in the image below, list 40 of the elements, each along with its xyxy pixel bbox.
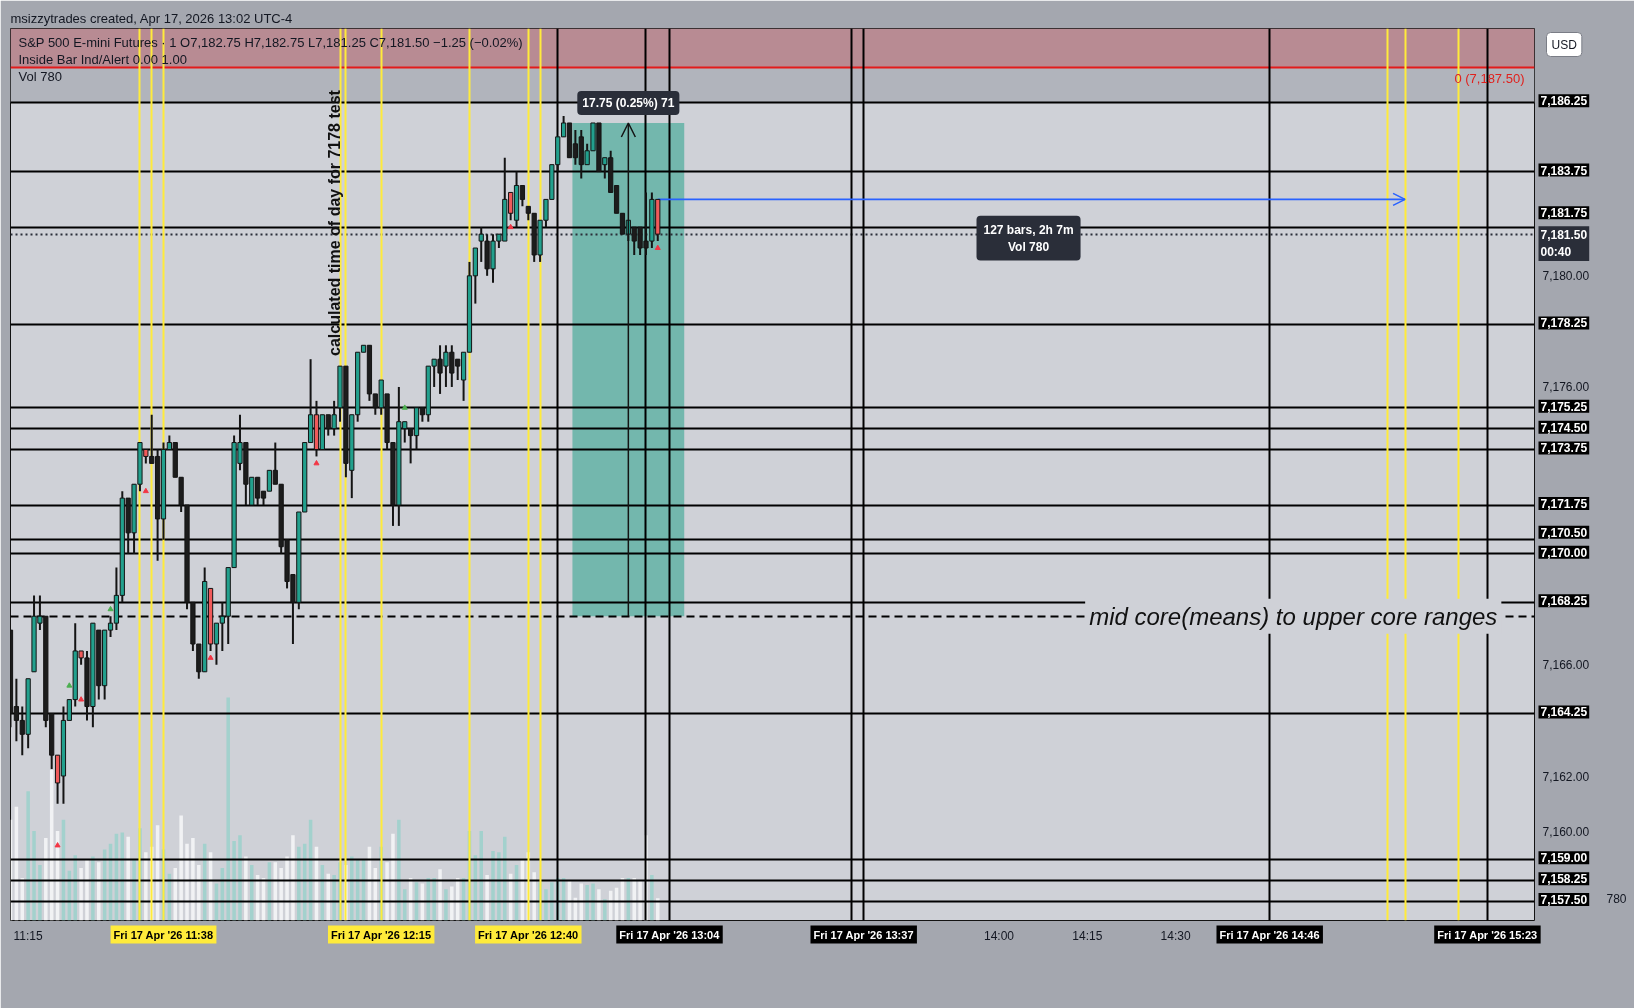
- y-tick-label: 7,162.00: [1542, 769, 1590, 784]
- ref-line-label: Fri 17 Apr '26 12:15: [330, 928, 432, 941]
- x-tick-label: 14:30: [1160, 928, 1191, 943]
- data-label: 17.75 (0.25%) 71: [582, 95, 675, 110]
- ref-line-label: 7,173.75: [1540, 441, 1588, 456]
- ref-line-label: 7,181.75: [1540, 206, 1588, 221]
- ref-line-label: 7,171.75: [1540, 497, 1588, 512]
- ref-line-label: Fri 17 Apr '26 12:40: [478, 928, 579, 941]
- y-tick-label: 7,176.00: [1542, 380, 1590, 395]
- ref-line-label: 7,170.00: [1540, 545, 1588, 560]
- ref-line-label: 7,158.25: [1540, 872, 1588, 887]
- x-tick-label: 11:15: [13, 928, 44, 943]
- ref-line-label: 7,183.75: [1540, 163, 1588, 178]
- annotation: calculated time of day for 7178 test: [325, 89, 343, 356]
- ref-line-label: Fri 17 Apr '26 13:37: [813, 928, 914, 941]
- annotation: 127 bars, 2h 7m Vol 780: [983, 222, 1074, 254]
- ref-line-label: 7,178.25: [1540, 316, 1588, 331]
- ref-line-label: 7,175.25: [1540, 399, 1588, 414]
- y-tick-label: 7,180.00: [1542, 269, 1590, 284]
- ref-line-label: Fri 17 Apr '26 13:04: [619, 928, 721, 941]
- ref-line-label: 7,159.00: [1540, 851, 1588, 866]
- annotation: mid core(means) to upper core ranges: [1089, 602, 1498, 630]
- text: USD: [1551, 37, 1578, 52]
- ref-line-label: Fri 17 Apr '26 15:23: [1437, 928, 1538, 941]
- ref-line-label: Fri 17 Apr '26 11:38: [113, 928, 214, 941]
- ref-line-label: 7,174.50: [1540, 420, 1588, 435]
- y-tick-label: 7,166.00: [1542, 658, 1590, 673]
- ref-line-label: 7,181.50 00:40: [1540, 228, 1588, 259]
- ref-line-label: Fri 17 Apr '26 14:46: [1219, 928, 1320, 941]
- ref-line-label: 7,168.25: [1540, 594, 1588, 609]
- ref-line-label: 7,157.50: [1540, 893, 1588, 908]
- ref-line-label: 7,186.25: [1540, 94, 1588, 109]
- x-tick-label: 14:00: [984, 928, 1015, 943]
- annotation: Vol 780: [18, 69, 62, 84]
- x-tick-label: 14:15: [1072, 928, 1103, 943]
- text: msizzytrades created, Apr 17, 2026 13:02 UTC-4: [10, 10, 293, 26]
- ref-line-label: 7,164.25: [1540, 705, 1588, 720]
- ref-line-label: 7,170.50: [1540, 525, 1588, 540]
- y-tick-label: 7,160.00: [1542, 825, 1590, 840]
- y2-tick-label: 780: [1606, 891, 1627, 906]
